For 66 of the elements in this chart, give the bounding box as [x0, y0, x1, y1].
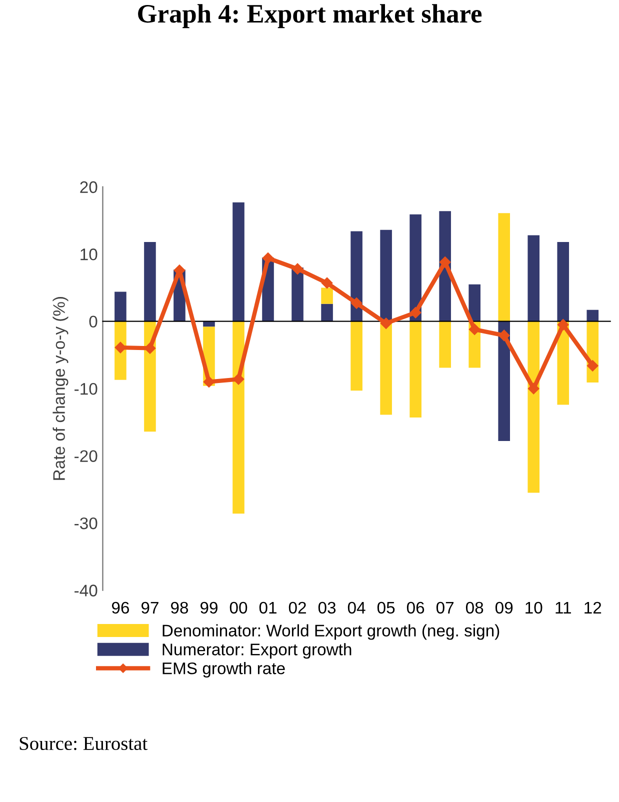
legend-label: Numerator: Export growth: [162, 643, 352, 659]
y-axis-title: Rate of change y-o-y (%): [52, 296, 68, 480]
point: [203, 376, 215, 388]
bar: [468, 284, 480, 322]
bar: [232, 202, 244, 322]
bar: [350, 231, 362, 322]
point: [350, 298, 362, 309]
point: [528, 382, 540, 394]
bar: [528, 321, 540, 493]
bar: [114, 292, 126, 322]
bar: [528, 235, 540, 322]
point: [468, 324, 480, 336]
bar: [410, 214, 422, 322]
bar: [557, 242, 570, 322]
x-tick-label: 08: [466, 602, 484, 614]
bar: [586, 310, 599, 322]
bar: [380, 321, 392, 415]
source-note: Source: Eurostat: [20, 736, 148, 750]
y-tick-label: 0: [89, 316, 98, 328]
legend-label: EMS growth rate: [162, 662, 285, 678]
point: [380, 318, 392, 329]
x-tick-label: 12: [584, 602, 602, 614]
chart-title: Graph 4: Export market share: [138, 4, 482, 28]
x-tick-label: 05: [377, 602, 395, 614]
bar: [439, 321, 451, 368]
bar: [498, 321, 510, 442]
x-tick-label: 96: [112, 602, 129, 614]
bar: [410, 321, 422, 418]
y-tick-label: -20: [74, 450, 98, 462]
point: [232, 374, 244, 385]
x-tick-label: 02: [288, 602, 306, 614]
x-tick-label: 00: [230, 602, 248, 614]
x-tick-label: 06: [406, 602, 424, 614]
x-tick-label: 97: [141, 602, 158, 614]
point: [587, 360, 598, 372]
x-tick-label: 99: [200, 602, 218, 614]
x-tick-label: 03: [318, 602, 336, 614]
point: [292, 263, 304, 274]
bar: [380, 230, 392, 322]
point: [262, 252, 274, 264]
y-tick-label: 20: [80, 181, 98, 194]
x-tick-label: 01: [259, 602, 276, 614]
bar: [144, 321, 156, 432]
y-tick-label: -40: [74, 584, 98, 596]
y-tick-label: -10: [74, 382, 98, 395]
bar: [144, 242, 156, 322]
legend-label: Denominator: World Export growth (neg. sign): [162, 624, 500, 640]
bar: [292, 268, 304, 322]
bar: [232, 321, 244, 514]
x-tick-label: 98: [170, 602, 188, 614]
x-tick-label: 04: [348, 602, 366, 614]
point: [439, 256, 451, 268]
bar: [321, 304, 333, 322]
x-tick-label: 09: [495, 602, 513, 614]
point: [321, 277, 333, 289]
x-tick-label: 11: [556, 602, 571, 614]
x-tick-label: 07: [436, 602, 454, 614]
y-tick-label: 10: [80, 248, 98, 260]
point: [558, 319, 569, 330]
bar: [321, 288, 333, 304]
bar: [350, 321, 362, 391]
point: [498, 330, 510, 342]
x-tick-label: 10: [526, 602, 542, 614]
y-tick-label: -30: [74, 517, 98, 530]
point: [410, 306, 422, 318]
bar: [498, 213, 510, 322]
